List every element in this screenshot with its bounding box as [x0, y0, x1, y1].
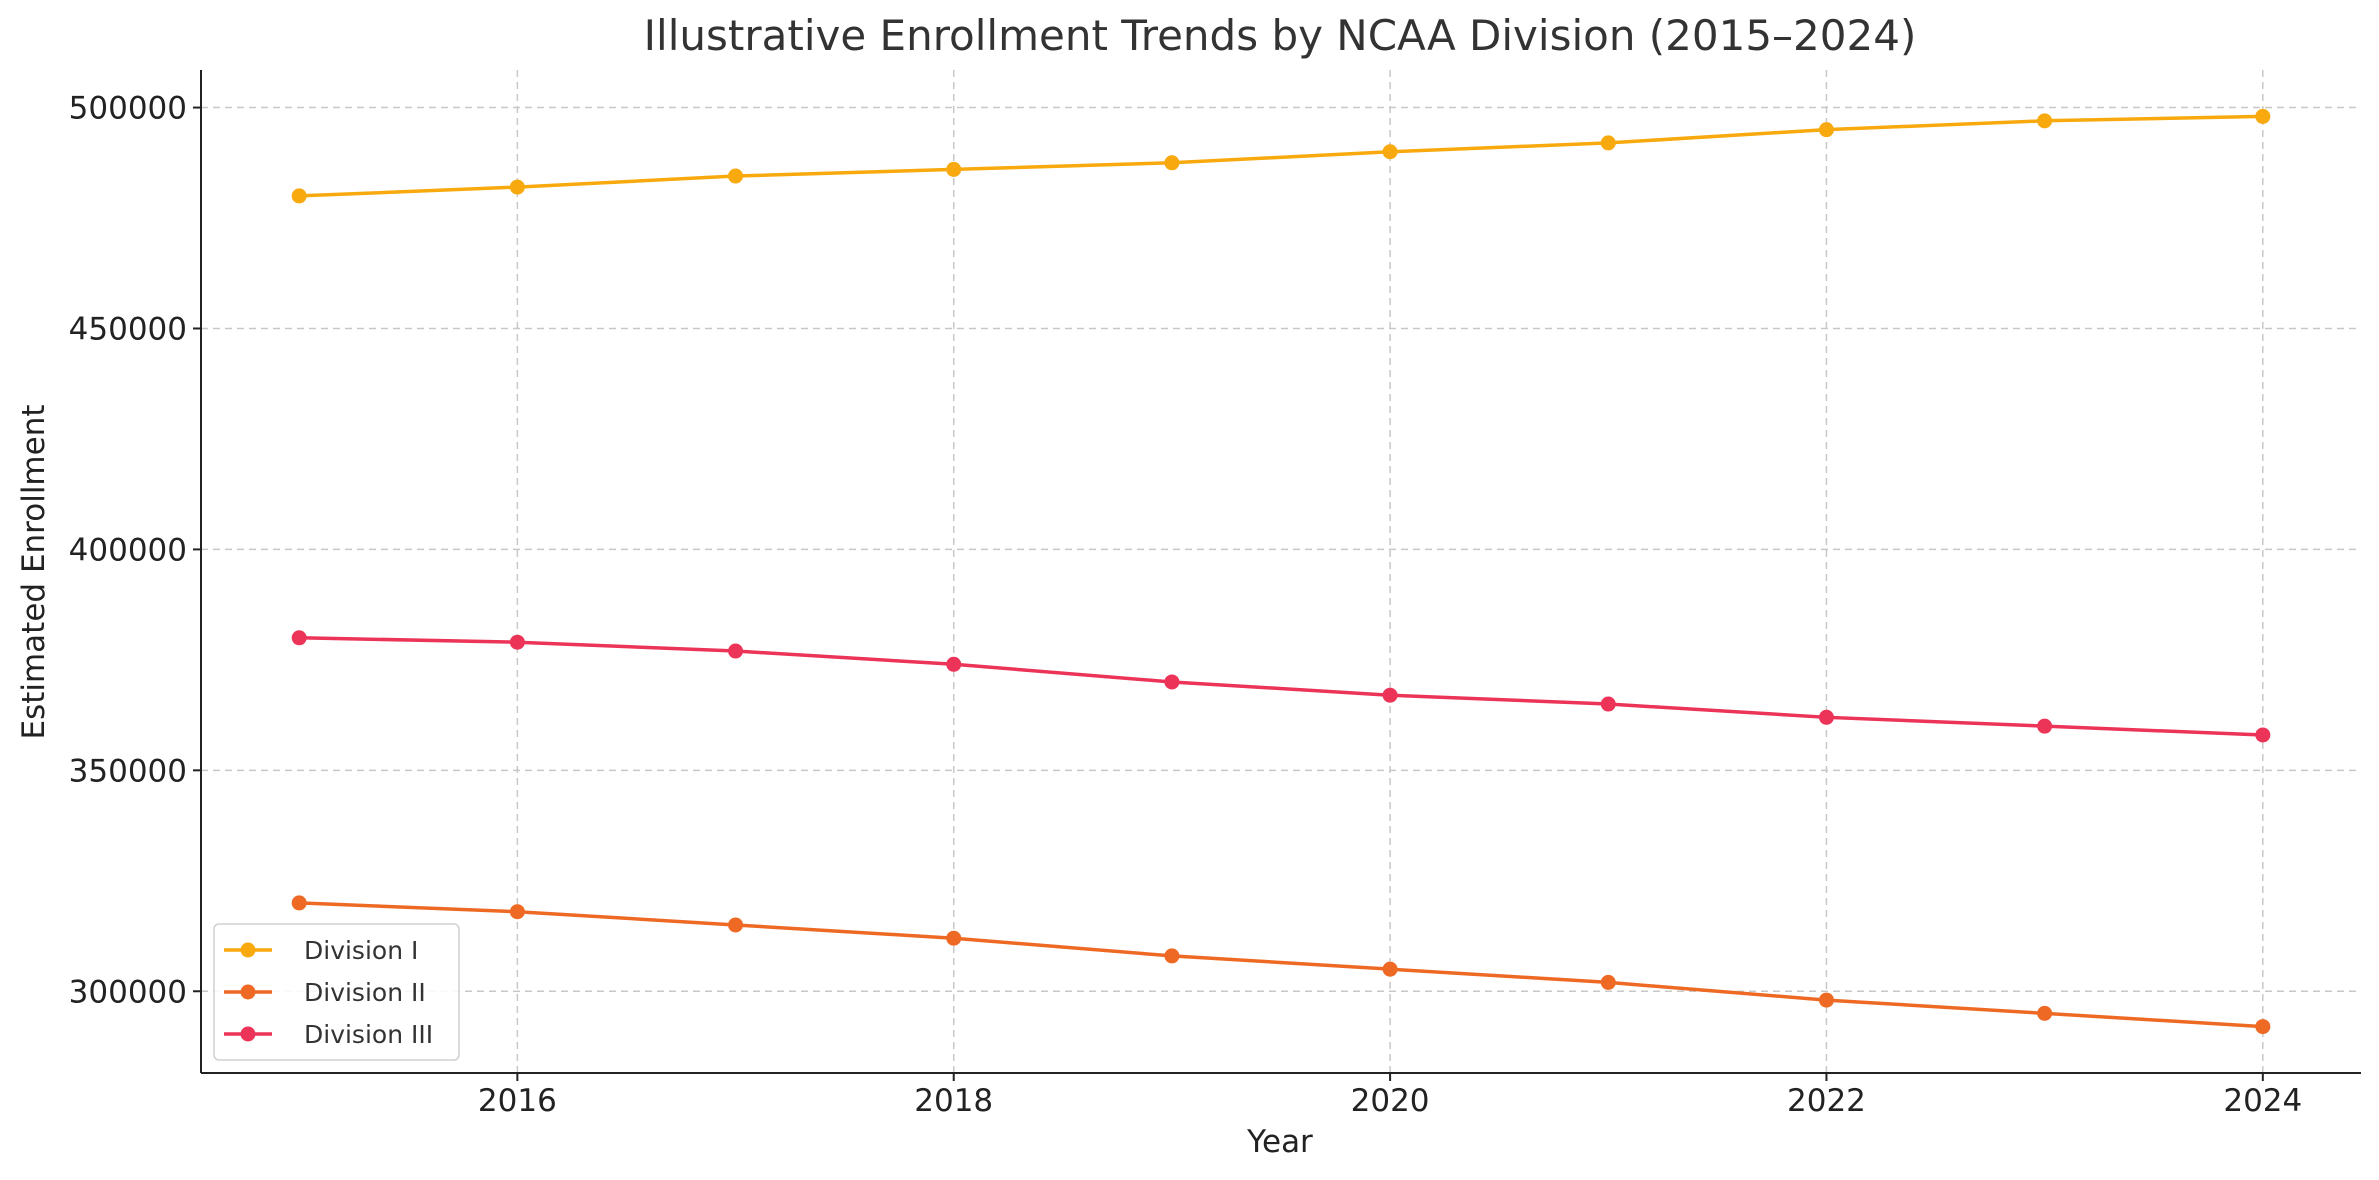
grid [201, 70, 2361, 1073]
y-tick-label: 500000 [69, 91, 187, 127]
series-layer [291, 108, 2271, 1035]
data-point [291, 895, 307, 911]
data-point [1818, 709, 1834, 725]
data-point [1382, 961, 1398, 977]
data-point [291, 630, 307, 646]
data-point [2037, 1005, 2053, 1021]
legend-label: Division II [304, 978, 426, 1007]
data-point [946, 161, 962, 177]
legend-label: Division I [304, 936, 418, 965]
legend-item: Division III [224, 1020, 433, 1049]
data-point [1164, 155, 1180, 171]
x-tick-label: 2022 [1787, 1083, 1866, 1119]
legend-label: Division III [304, 1020, 433, 1049]
y-tick-label: 450000 [69, 311, 187, 347]
series-3 [291, 630, 2271, 743]
series-line [297, 636, 2265, 737]
series-1 [291, 108, 2271, 204]
data-point [728, 168, 744, 184]
data-point [946, 930, 962, 946]
data-point [2255, 108, 2271, 124]
data-point [1600, 135, 1616, 151]
x-tick-label: 2024 [2223, 1083, 2302, 1119]
data-point [509, 179, 525, 195]
data-point [291, 188, 307, 204]
data-point [728, 643, 744, 659]
data-point [1382, 144, 1398, 160]
x-tick-label: 2018 [914, 1083, 993, 1119]
data-point [1600, 696, 1616, 712]
series-line [297, 114, 2265, 198]
data-point [509, 634, 525, 650]
tick-labels: 2016 2018 2020 2022 2024 300000 350000 400000 45… [69, 91, 2303, 1119]
axes [193, 70, 2361, 1081]
data-point [1164, 948, 1180, 964]
data-point [1818, 122, 1834, 138]
data-point [1382, 687, 1398, 703]
legend-item: Division II [224, 978, 426, 1007]
data-point [2037, 113, 2053, 129]
x-axis-label: Year [1246, 1124, 1313, 1160]
data-point [946, 656, 962, 672]
y-tick-label: 350000 [69, 753, 187, 789]
data-point [1164, 674, 1180, 690]
y-axis-label: Estimated Enrollment [16, 404, 52, 739]
legend-marker [240, 984, 256, 1000]
x-tick-label: 2016 [478, 1083, 557, 1119]
data-point [1600, 974, 1616, 990]
legend-marker [240, 942, 256, 958]
data-point [2037, 718, 2053, 734]
legend-marker [240, 1026, 256, 1042]
legend-item: Division I [224, 936, 418, 965]
data-point [2255, 1019, 2271, 1035]
data-point [509, 904, 525, 920]
data-point [1818, 992, 1834, 1008]
legend: Division I Division II Division III [213, 923, 460, 1061]
chart-title: Illustrative Enrollment Trends by NCAA D… [644, 11, 1917, 60]
legend-frame [213, 923, 460, 1061]
y-tick-label: 400000 [69, 532, 187, 568]
data-point [728, 917, 744, 933]
y-tick-label: 300000 [69, 974, 187, 1010]
data-point [2255, 727, 2271, 743]
series-line [297, 901, 2265, 1029]
series-2 [291, 895, 2271, 1035]
x-tick-label: 2020 [1351, 1083, 1430, 1119]
